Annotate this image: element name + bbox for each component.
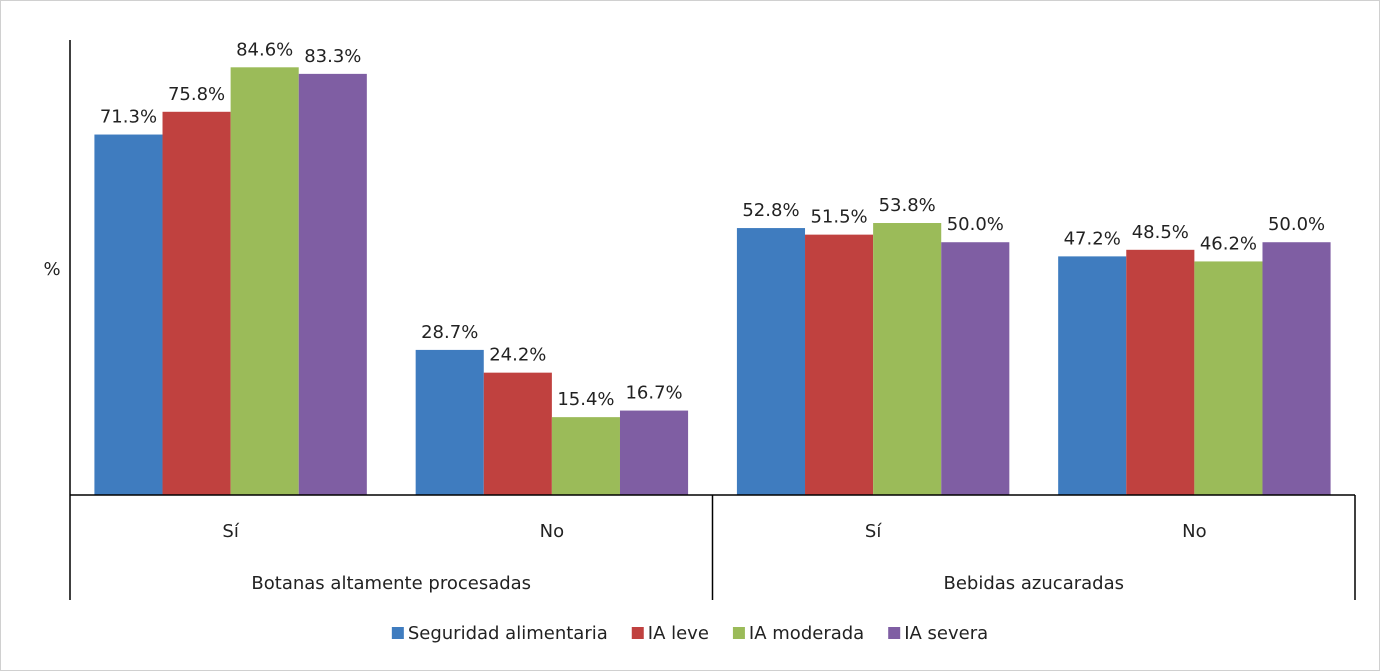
data-label: 16.7% bbox=[625, 383, 682, 404]
data-label: 24.2% bbox=[489, 345, 546, 366]
data-label: 52.8% bbox=[742, 200, 799, 221]
bar bbox=[1194, 261, 1263, 495]
bar bbox=[483, 372, 552, 495]
x-tick-label: Sí bbox=[222, 521, 239, 542]
legend-label: IA moderada bbox=[749, 623, 864, 644]
data-label: 75.8% bbox=[168, 84, 225, 105]
bar bbox=[415, 349, 484, 495]
data-label: 50.0% bbox=[1268, 214, 1325, 235]
bar bbox=[736, 228, 806, 496]
legend-label: Seguridad alimentaria bbox=[408, 623, 608, 644]
bar bbox=[230, 67, 299, 496]
data-label: 84.6% bbox=[236, 39, 293, 60]
x-tick-label: No bbox=[1182, 521, 1206, 542]
group-label: Botanas altamente procesadas bbox=[251, 573, 531, 594]
bar bbox=[1262, 242, 1331, 495]
x-tick-label: No bbox=[540, 521, 564, 542]
data-label: 46.2% bbox=[1200, 233, 1257, 254]
data-label: 28.7% bbox=[421, 322, 478, 343]
data-label: 47.2% bbox=[1064, 228, 1121, 249]
group-label: Bebidas azucaradas bbox=[944, 573, 1124, 594]
legend-swatch bbox=[391, 627, 404, 639]
data-label: 50.0% bbox=[947, 214, 1004, 235]
bar bbox=[1126, 249, 1195, 495]
bar bbox=[162, 111, 231, 496]
bar bbox=[551, 417, 620, 495]
legend-swatch bbox=[888, 627, 901, 639]
data-label: 51.5% bbox=[810, 207, 867, 228]
data-label: 53.8% bbox=[879, 195, 936, 216]
legend-label: IA leve bbox=[648, 623, 709, 644]
bar bbox=[873, 223, 942, 495]
data-label: 71.3% bbox=[100, 107, 157, 128]
data-label: 15.4% bbox=[557, 389, 614, 410]
bar bbox=[941, 242, 1010, 495]
y-axis-label: % bbox=[43, 259, 60, 280]
x-tick-label: Sí bbox=[865, 521, 882, 542]
bar bbox=[805, 234, 874, 495]
legend-swatch bbox=[631, 627, 644, 639]
legend-label: IA severa bbox=[904, 623, 988, 644]
bar bbox=[298, 73, 367, 495]
bar bbox=[1058, 256, 1127, 495]
legend-swatch bbox=[732, 627, 745, 639]
data-label: 48.5% bbox=[1132, 222, 1189, 243]
bar bbox=[619, 410, 689, 495]
data-label: 83.3% bbox=[304, 46, 361, 67]
bar bbox=[94, 134, 163, 496]
